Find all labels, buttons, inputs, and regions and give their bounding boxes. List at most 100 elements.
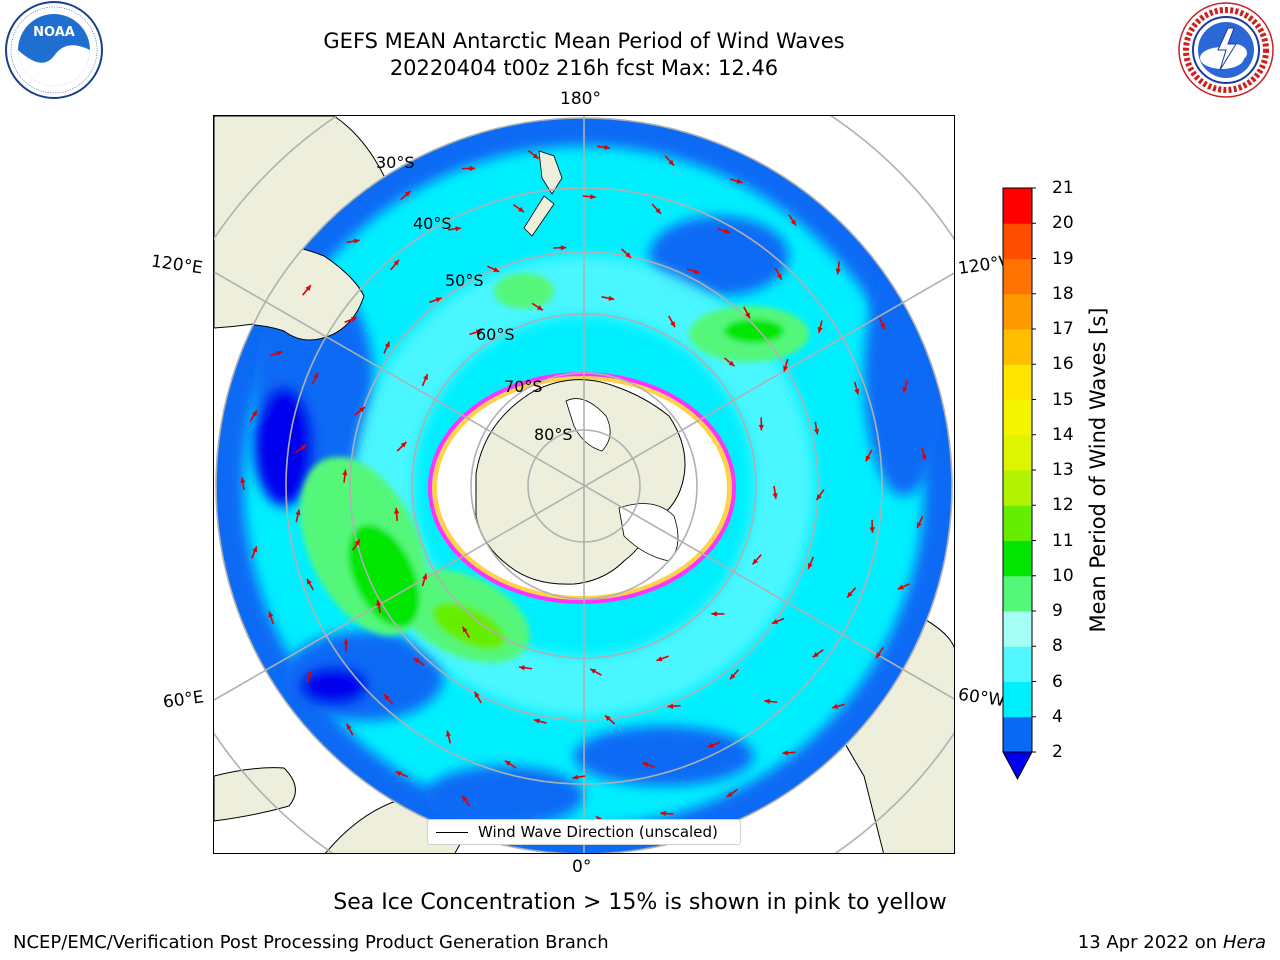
wind-arrow-head [625, 252, 632, 258]
wind-arrow-head [590, 668, 597, 674]
wind-arrow-head [455, 226, 462, 232]
legend-line-swatch [436, 832, 468, 834]
wind-arrow-head [758, 424, 764, 431]
colorbar-tick-label: 18 [1052, 283, 1074, 304]
colorbar-segment [1003, 399, 1032, 436]
wind-arrow-head [560, 245, 567, 251]
polar-map: 30°S 40°S 50°S 60°S 70°S 80°S [213, 115, 955, 854]
wind-arrow-head [393, 507, 400, 514]
colorbar-segment [1003, 329, 1032, 365]
wind-arrow-head [596, 816, 602, 822]
wind-arrow-head [350, 317, 357, 322]
wind-arrow-head [306, 578, 312, 585]
lat-label-30s: 30°S [376, 153, 415, 172]
wind-arrow-head [917, 522, 922, 529]
wind-arrow-head [295, 509, 301, 516]
colorbar-tick-label: 20 [1052, 213, 1074, 234]
wind-arrow-head [519, 665, 525, 671]
wind-arrow-head [300, 444, 307, 451]
colorbar-tick-label: 19 [1052, 248, 1074, 269]
wind-arrow-head [817, 327, 823, 333]
wind-arrow-head [745, 312, 750, 319]
graticule [214, 116, 954, 853]
map-canvas [214, 116, 954, 853]
wind-arrow-head [393, 259, 400, 266]
wind-arrow-head [854, 388, 860, 395]
wind-arrow-head [376, 600, 382, 606]
colorbar [1002, 187, 1036, 781]
wind-arrow-head [604, 144, 610, 150]
wind-arrow-head [346, 723, 352, 730]
wind-arrow-head [726, 791, 733, 797]
lat-label-70s: 70°S [504, 377, 543, 396]
wind-arrow-head [869, 527, 875, 533]
wind-arrow-head [493, 267, 500, 272]
wind-arrow-head [306, 670, 312, 677]
colorbar-segment [1003, 364, 1032, 400]
wind-arrow-head [445, 730, 452, 737]
wind-arrow-head [251, 410, 257, 417]
colorbar-tick-label: 13 [1052, 460, 1074, 480]
colorbar-tick-label: 15 [1052, 389, 1074, 410]
wind-arrow-head [240, 477, 246, 484]
wind-arrow-head [476, 329, 482, 335]
lon-label-60w: 60°W [956, 684, 1007, 712]
wind-arrow-head [532, 153, 539, 159]
sea-ice-note: Sea Ice Concentration > 15% is shown in … [333, 890, 947, 915]
wind-arrow-head [921, 454, 927, 461]
colorbar-segment [1003, 505, 1032, 541]
credit-date: 13 Apr 2022 on [1077, 932, 1218, 953]
wind-arrow-head [462, 795, 468, 802]
wind-arrow-head [342, 469, 348, 476]
wind-arrow-head [384, 341, 390, 348]
wind-arrow-head [736, 178, 743, 184]
chart-title: GEFS MEAN Antarctic Mean Period of Wind … [323, 29, 845, 53]
colorbar-tick-label: 8 [1052, 636, 1063, 657]
wind-arrow-head [305, 285, 311, 291]
chart-subtitle: 20220404 t00z 216h fcst Max: 12.46 [389, 56, 779, 80]
wind-arrow-head [902, 386, 908, 393]
wind-arrow-head [655, 208, 661, 214]
wind-arrow-head [812, 652, 819, 658]
nws-logo [1176, 0, 1276, 100]
colorbar-tick-label: 17 [1052, 319, 1074, 339]
lon-label-180: 180° [560, 89, 601, 109]
credit-left: NCEP/EMC/Verification Post Processing Pr… [13, 932, 609, 953]
wind-arrow-head [404, 191, 411, 197]
wind-arrow-head [660, 810, 666, 817]
credit-right: 13 Apr 2022 on Hera [1078, 932, 1266, 953]
colorbar-segment [1003, 611, 1032, 647]
wind-arrow-head [423, 374, 428, 381]
wind-arrow-head [590, 194, 596, 200]
lat-label-60s: 60°S [476, 325, 515, 344]
wind-arrow-head [724, 228, 731, 234]
wind-arrow-head [782, 750, 788, 756]
colorbar-tick-label: 14 [1052, 424, 1074, 445]
wind-arrow-head [604, 715, 611, 721]
colorbar-tick-label: 21 [1052, 178, 1074, 198]
colorbar-segment [1003, 258, 1032, 295]
wind-arrow-head [897, 584, 904, 590]
wind-arrow-head [807, 562, 813, 569]
noaa-logo: NOAA [4, 0, 104, 100]
lon-label-120e: 120°E [149, 251, 204, 279]
wind-arrow-head [790, 219, 796, 226]
wind-arrow-head [783, 365, 789, 372]
wind-arrow-head [400, 441, 407, 448]
lat-label-80s: 80°S [534, 425, 573, 444]
colorbar-segment [1003, 575, 1032, 612]
colorbar-label: Mean Period of Wind Waves [s] [1086, 307, 1110, 633]
colorbar-segment [1003, 681, 1032, 718]
wind-arrow-head [608, 295, 615, 301]
wind-arrow-head [711, 611, 717, 617]
wind-arrow-head [707, 742, 714, 748]
wind-arrow-head [816, 494, 822, 501]
colorbar-segment [1003, 540, 1032, 577]
wind-arrow-head [343, 638, 349, 645]
wind-arrows [240, 144, 927, 826]
lon-label-0: 0° [572, 857, 592, 877]
colorbar-segment [1003, 293, 1032, 330]
wind-arrow-head [533, 718, 540, 724]
wind-arrow-head [572, 774, 579, 780]
colorbar-segment [1003, 223, 1032, 259]
